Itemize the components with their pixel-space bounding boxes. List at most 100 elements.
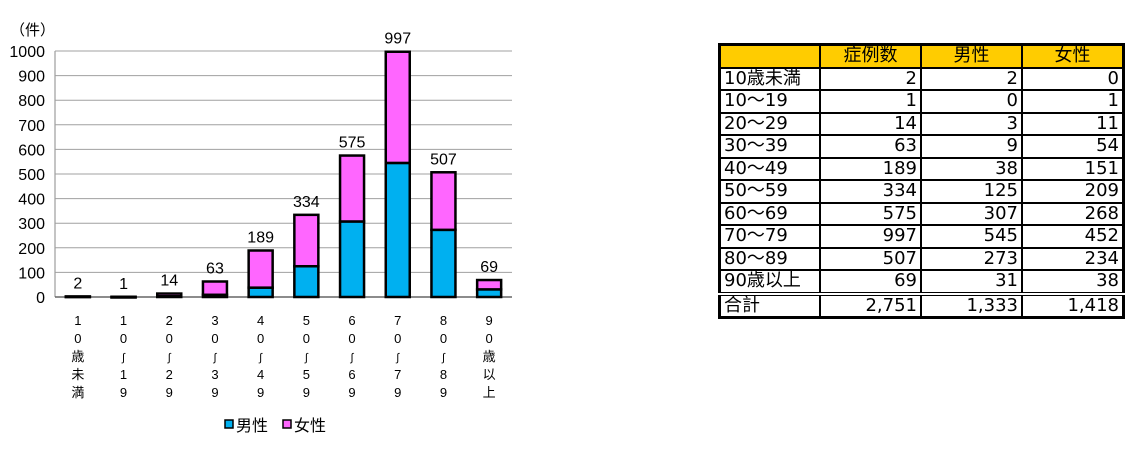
- y-tick-label: 700: [18, 118, 45, 135]
- row-label: 10歳未満: [718, 66, 821, 91]
- table-row: 合計 2,751 1,333 1,418: [718, 291, 1125, 319]
- y-tick-label: 500: [18, 167, 45, 184]
- table-cell: 334: [819, 179, 922, 204]
- data-label: 2: [73, 276, 82, 293]
- row-label: 60～69: [718, 201, 821, 226]
- bar-female: [338, 154, 366, 223]
- y-unit-label: （件）: [10, 22, 55, 39]
- table-cell: 189: [819, 156, 922, 181]
- x-tick-label: 9 0 歳以上: [483, 313, 496, 400]
- table-row: 10～19 1 0 1: [718, 89, 1125, 114]
- table-cell: 209: [1021, 179, 1125, 204]
- table-cell: 31: [920, 269, 1023, 295]
- table-cell: 38: [920, 156, 1023, 181]
- table-cell: 3: [920, 111, 1023, 136]
- table-cell: 234: [1021, 246, 1125, 271]
- x-tick-label: 1 0 歳未満: [71, 313, 84, 400]
- y-tick-label: 400: [18, 192, 45, 209]
- row-label: 80～89: [718, 246, 821, 271]
- column-header: 女性: [1021, 43, 1125, 69]
- bar-female: [293, 213, 320, 268]
- x-tick-label: 1 0 ∫ 1 9: [120, 313, 127, 400]
- bar-female: [201, 280, 229, 297]
- data-table: 症例数 男性 女性 10歳未満 2 2 0 10～19 1 0 1 20～29 14 3 11 30～39 6…: [718, 43, 1125, 319]
- bar-male: [247, 286, 274, 299]
- table-cell: 54: [1021, 134, 1125, 159]
- table-cell: 2,751: [819, 291, 922, 319]
- column-header: 男性: [920, 43, 1023, 69]
- table-cell: 9: [920, 134, 1023, 159]
- table-cell: 1,418: [1021, 291, 1125, 319]
- data-label: 575: [339, 135, 366, 152]
- data-label: 189: [247, 230, 274, 247]
- bar-male: [384, 161, 411, 299]
- data-label: 69: [480, 259, 498, 276]
- bar-female: [64, 295, 92, 299]
- table-row: 50～59 334 125 209: [718, 179, 1125, 204]
- table-cell: 1,333: [920, 291, 1023, 319]
- y-tick-label: 600: [18, 142, 45, 159]
- column-header: 症例数: [819, 43, 922, 69]
- table-cell: 0: [920, 89, 1023, 114]
- row-label: 30～39: [718, 134, 821, 159]
- data-label: 507: [430, 151, 457, 168]
- bar-female: [430, 171, 457, 232]
- y-tick-label: 1000: [9, 44, 45, 61]
- row-label: 10～19: [718, 89, 821, 114]
- bar-female: [475, 278, 503, 291]
- legend-swatch-male: [224, 419, 234, 429]
- legend-label: 女性: [294, 416, 326, 435]
- y-tick-label: 100: [18, 265, 45, 282]
- table-cell: 38: [1021, 269, 1125, 295]
- row-label: 50～59: [718, 179, 821, 204]
- table-cell: 997: [819, 224, 922, 249]
- x-tick-label: 3 0 ∫ 3 9: [211, 313, 218, 400]
- table-cell: 575: [819, 201, 922, 226]
- table-cell: 0: [1021, 66, 1125, 91]
- x-tick-label: 7 0 ∫ 7 9: [394, 313, 401, 400]
- bar-female: [384, 50, 411, 165]
- table-row: 60～69 575 307 268: [718, 201, 1125, 226]
- table-cell: 545: [920, 224, 1023, 249]
- table-row: 40～49 189 38 151: [718, 156, 1125, 181]
- y-tick-label: 300: [18, 216, 45, 233]
- legend: 男性 女性: [224, 416, 326, 435]
- table-header-row: 症例数 男性 女性: [718, 43, 1125, 69]
- bar-female: [247, 249, 274, 289]
- column-header: [718, 43, 821, 69]
- y-tick-label: 0: [36, 290, 45, 307]
- table-cell: 151: [1021, 156, 1125, 181]
- table-cell: 2: [819, 66, 922, 91]
- x-tick-label: 2 0 ∫ 2 9: [166, 313, 173, 400]
- x-tick-label: 4 0 ∫ 4 9: [257, 313, 264, 400]
- table-cell: 2: [920, 66, 1023, 91]
- row-label: 20～29: [718, 111, 821, 136]
- table-cell: 14: [819, 111, 922, 136]
- table-row: 10歳未満 2 2 0: [718, 66, 1125, 91]
- table-cell: 268: [1021, 201, 1125, 226]
- bar-female: [156, 292, 183, 298]
- table-row: 30～39 63 9 54: [718, 134, 1125, 159]
- table-cell: 63: [819, 134, 922, 159]
- table-cell: 507: [819, 246, 922, 271]
- x-tick-label: 5 0 ∫ 5 9: [303, 313, 310, 400]
- legend-swatch-female: [282, 419, 292, 429]
- y-tick-label: 800: [18, 93, 45, 110]
- table-cell: 125: [920, 179, 1023, 204]
- row-label: 90歳以上: [718, 269, 821, 295]
- row-label: 合計: [718, 291, 821, 319]
- table-row: 80～89 507 273 234: [718, 246, 1125, 271]
- legend-label: 男性: [236, 417, 268, 435]
- bar-male: [338, 220, 366, 299]
- table-row: 90歳以上 69 31 38: [718, 269, 1125, 295]
- table-row: 20～29 14 3 11: [718, 111, 1125, 136]
- row-label: 70～79: [718, 224, 821, 249]
- y-tick-label: 200: [18, 241, 45, 258]
- stacked-bar-chart: （件） 0 100 200 300 400 500 600 700 800 900 1000 2 1 0…: [9, 22, 512, 435]
- y-tick-label: 900: [18, 69, 45, 86]
- table-cell: 452: [1021, 224, 1125, 249]
- table-row: 70～79 997 545 452: [718, 224, 1125, 249]
- bar-male: [430, 228, 457, 299]
- table-cell: 69: [819, 269, 922, 295]
- table-cell: 273: [920, 246, 1023, 271]
